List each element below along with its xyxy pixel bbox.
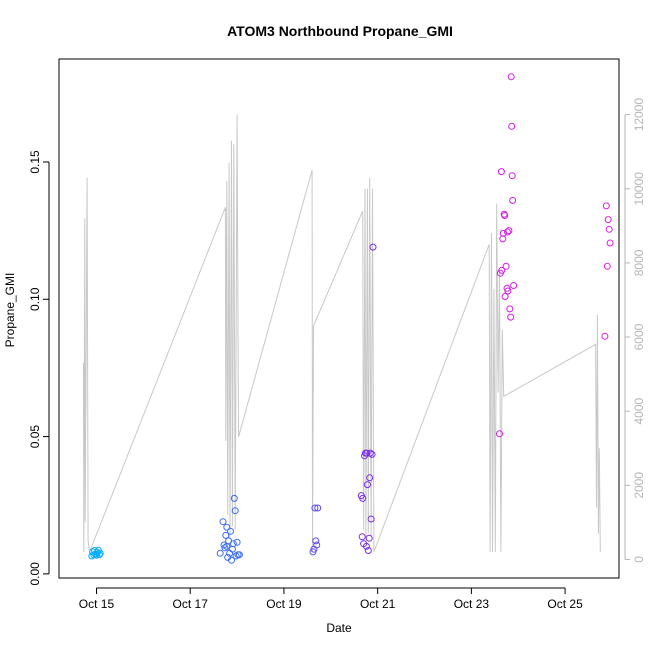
data-point (235, 551, 243, 559)
data-point (362, 542, 370, 550)
data-point (363, 449, 371, 457)
data-point (363, 481, 371, 489)
data-point (364, 547, 372, 554)
data-point (506, 305, 514, 313)
data-point (501, 293, 509, 300)
data-point (507, 73, 515, 81)
y2-tick-label: 0 (632, 556, 646, 563)
data-point (603, 262, 611, 270)
data-point (508, 122, 516, 130)
data-point (499, 229, 507, 237)
data-point (605, 225, 613, 233)
x-tick-label: Oct 15 (79, 597, 115, 611)
data-point (507, 313, 515, 321)
secondary-series-line (82, 114, 601, 553)
data-point (221, 544, 229, 552)
y-axis-label: Propane_GMI (3, 273, 17, 348)
y2-tick-label: 6000 (632, 323, 646, 350)
y2-tick-label: 8000 (632, 249, 646, 276)
data-point (230, 494, 238, 502)
data-point (311, 504, 319, 512)
data-point (232, 552, 240, 560)
y2-tick-label: 2000 (632, 472, 646, 499)
y-tick-label: 0.10 (28, 287, 42, 311)
plot-frame (58, 58, 620, 579)
data-point (367, 515, 375, 523)
x-tick-label: Oct 25 (547, 597, 583, 611)
data-point (505, 227, 513, 235)
x-tick-label: Oct 21 (360, 597, 396, 611)
data-point (223, 523, 231, 531)
x-tick-label: Oct 23 (454, 597, 490, 611)
data-point (358, 533, 366, 541)
x-axis-label: Date (326, 621, 352, 635)
data-point (222, 531, 230, 539)
data-point (496, 430, 503, 438)
x-tick-label: Oct 17 (173, 597, 209, 611)
data-point (216, 549, 224, 557)
y-tick-label: 0.00 (28, 562, 42, 586)
y-axis-right: 0 2000 4000 6000 8000 10000 12000 (624, 98, 646, 563)
data-point (312, 537, 320, 545)
data-point (498, 266, 506, 274)
data-point (509, 196, 517, 204)
data-point (504, 287, 512, 295)
data-point (604, 216, 612, 224)
data-point (229, 540, 237, 548)
data-point (502, 262, 510, 270)
data-point (369, 243, 377, 251)
data-point (219, 518, 227, 526)
data-point (501, 212, 509, 219)
data-point (365, 534, 373, 542)
data-point (510, 282, 518, 289)
data-point (602, 202, 610, 210)
data-point (88, 552, 96, 560)
chart-title: ATOM3 Northbound Propane_GMI (227, 23, 453, 39)
data-point (231, 507, 239, 515)
data-point (95, 551, 103, 559)
y-tick-label: 0.15 (28, 150, 42, 174)
data-point (366, 474, 374, 482)
data-point (606, 239, 614, 247)
data-point (228, 556, 235, 564)
secondary-series-line-layer (82, 114, 601, 553)
y2-tick-label: 12000 (632, 98, 646, 132)
y2-tick-label: 10000 (632, 172, 646, 206)
data-point (313, 541, 321, 549)
y2-tick-label: 4000 (632, 398, 646, 425)
scatter-points-layer (88, 73, 614, 564)
data-point (233, 538, 241, 546)
data-point (508, 172, 516, 180)
data-point (359, 494, 367, 502)
y-tick-label: 0.05 (28, 425, 42, 449)
data-point (227, 527, 234, 535)
data-point (368, 450, 376, 458)
x-axis: Oct 15 Oct 17 Oct 19 Oct 21 Oct 23 Oct 25 (79, 587, 583, 611)
data-point (504, 228, 511, 236)
x-tick-label: Oct 19 (266, 597, 302, 611)
data-point (96, 549, 104, 557)
data-point (223, 542, 231, 550)
data-point (314, 504, 322, 512)
data-point (366, 449, 374, 457)
y-axis-left: 0.00 0.05 0.10 0.15 (28, 150, 50, 586)
data-point (497, 168, 505, 176)
data-point (601, 332, 609, 340)
